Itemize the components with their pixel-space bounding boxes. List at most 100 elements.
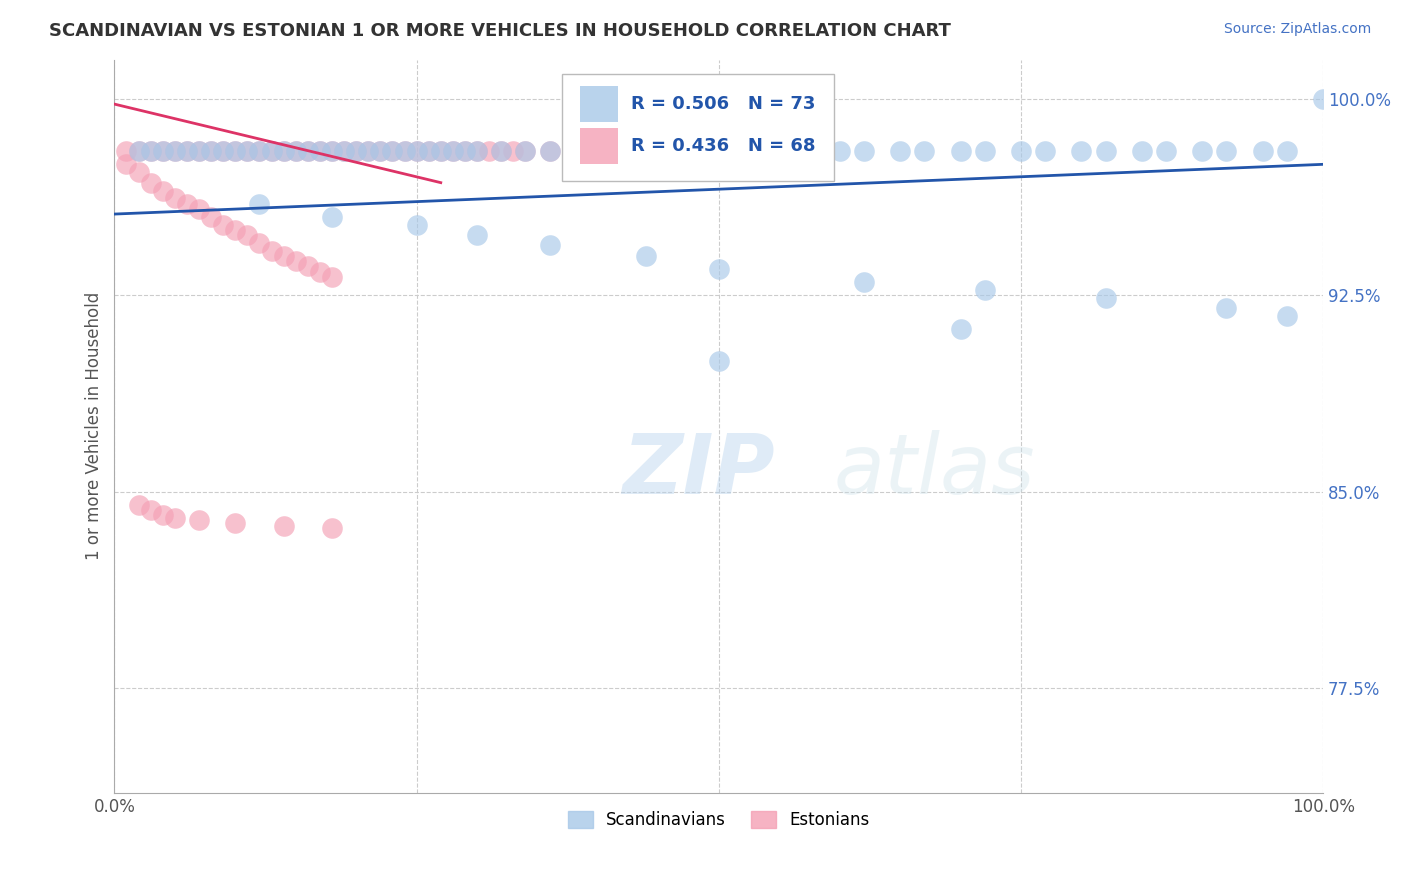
Scandinavians (1070, 145, 1092, 159)
Scandinavians (707, 145, 730, 159)
Estonians (441, 145, 464, 159)
Estonians (515, 145, 537, 159)
Estonians (405, 145, 427, 159)
Scandinavians (236, 145, 259, 159)
Estonians (188, 513, 211, 527)
Text: SCANDINAVIAN VS ESTONIAN 1 OR MORE VEHICLES IN HOUSEHOLD CORRELATION CHART: SCANDINAVIAN VS ESTONIAN 1 OR MORE VEHIC… (49, 22, 950, 40)
Scandinavians (852, 145, 875, 159)
Estonians (333, 145, 356, 159)
Estonians (139, 503, 162, 517)
Estonians (152, 184, 174, 198)
Scandinavians (852, 275, 875, 289)
Estonians (139, 176, 162, 190)
Scandinavians (1215, 145, 1237, 159)
Scandinavians (1251, 145, 1274, 159)
Estonians (128, 165, 150, 179)
Scandinavians (538, 238, 561, 252)
Text: ZIP: ZIP (621, 430, 775, 510)
Estonians (502, 145, 524, 159)
Scandinavians (659, 145, 682, 159)
Estonians (236, 145, 259, 159)
Estonians (478, 145, 501, 159)
Scandinavians (792, 145, 814, 159)
Scandinavians (224, 145, 246, 159)
Scandinavians (1033, 145, 1056, 159)
Estonians (429, 145, 451, 159)
Estonians (188, 202, 211, 216)
Scandinavians (636, 145, 658, 159)
Scandinavians (889, 145, 911, 159)
Estonians (297, 260, 319, 274)
Estonians (200, 210, 222, 224)
Estonians (273, 518, 295, 533)
Scandinavians (405, 145, 427, 159)
Estonians (212, 145, 235, 159)
Scandinavians (344, 145, 367, 159)
Scandinavians (828, 145, 851, 159)
Estonians (236, 227, 259, 242)
Estonians (636, 145, 658, 159)
Estonians (128, 498, 150, 512)
Scandinavians (321, 210, 343, 224)
Text: Source: ZipAtlas.com: Source: ZipAtlas.com (1223, 22, 1371, 37)
Estonians (224, 223, 246, 237)
Scandinavians (333, 145, 356, 159)
Scandinavians (912, 145, 935, 159)
Scandinavians (515, 145, 537, 159)
Legend: Scandinavians, Estonians: Scandinavians, Estonians (561, 804, 876, 836)
Scandinavians (394, 145, 416, 159)
Estonians (273, 145, 295, 159)
Scandinavians (949, 322, 972, 336)
Estonians (381, 145, 404, 159)
Estonians (176, 196, 198, 211)
Estonians (212, 218, 235, 232)
Estonians (659, 145, 682, 159)
Estonians (309, 265, 332, 279)
Estonians (176, 145, 198, 159)
Estonians (683, 145, 706, 159)
Scandinavians (731, 145, 754, 159)
Scandinavians (768, 145, 790, 159)
Estonians (163, 145, 186, 159)
Scandinavians (1275, 145, 1298, 159)
Estonians (610, 145, 633, 159)
Estonians (562, 145, 585, 159)
Scandinavians (538, 145, 561, 159)
Scandinavians (1094, 291, 1116, 305)
Scandinavians (176, 145, 198, 159)
Y-axis label: 1 or more Vehicles in Household: 1 or more Vehicles in Household (86, 292, 103, 560)
Scandinavians (465, 227, 488, 242)
Estonians (465, 145, 488, 159)
Estonians (139, 145, 162, 159)
Scandinavians (297, 145, 319, 159)
Scandinavians (188, 145, 211, 159)
Scandinavians (707, 262, 730, 277)
Scandinavians (489, 145, 512, 159)
Estonians (249, 145, 271, 159)
Estonians (321, 269, 343, 284)
Scandinavians (200, 145, 222, 159)
Estonians (418, 145, 440, 159)
Scandinavians (973, 145, 995, 159)
Scandinavians (128, 145, 150, 159)
Estonians (321, 145, 343, 159)
Estonians (163, 510, 186, 524)
Estonians (309, 145, 332, 159)
Estonians (394, 145, 416, 159)
Scandinavians (249, 145, 271, 159)
Scandinavians (260, 145, 283, 159)
Scandinavians (405, 218, 427, 232)
Scandinavians (163, 145, 186, 159)
Scandinavians (1275, 309, 1298, 323)
Estonians (115, 157, 138, 171)
Estonians (152, 508, 174, 523)
Text: atlas: atlas (834, 430, 1035, 510)
Scandinavians (357, 145, 380, 159)
Estonians (152, 145, 174, 159)
Scandinavians (1094, 145, 1116, 159)
Estonians (128, 145, 150, 159)
Scandinavians (418, 145, 440, 159)
Estonians (707, 145, 730, 159)
Scandinavians (321, 145, 343, 159)
Scandinavians (1010, 145, 1032, 159)
